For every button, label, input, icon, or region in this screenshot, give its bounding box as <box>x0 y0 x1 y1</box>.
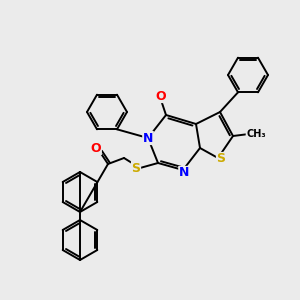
Text: S: S <box>217 152 226 166</box>
Text: CH₃: CH₃ <box>246 129 266 139</box>
Text: S: S <box>131 161 140 175</box>
Text: O: O <box>156 89 166 103</box>
Text: N: N <box>179 167 189 179</box>
Text: O: O <box>91 142 101 154</box>
Text: N: N <box>143 131 153 145</box>
